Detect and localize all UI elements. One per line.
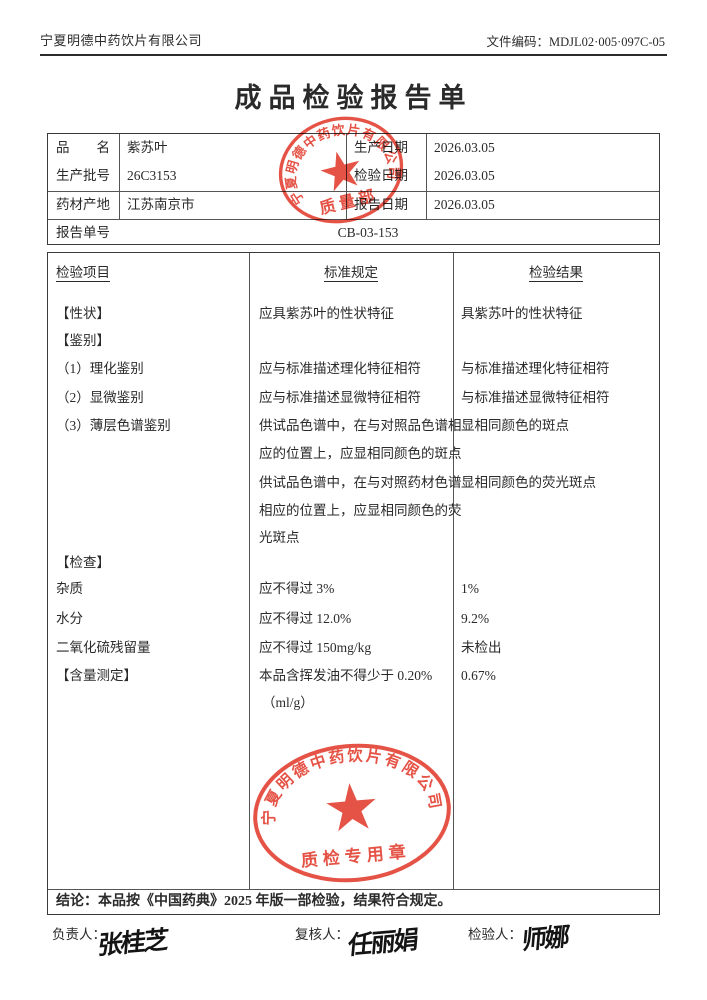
inspector-label: 检验人： <box>468 927 522 942</box>
product-name-value: 紫苏叶 <box>127 140 168 155</box>
reviewer-signature: 任丽娟 <box>346 924 419 961</box>
stamp-seal-text: 质检专用章 <box>300 841 411 871</box>
report-no-value: CB-03-153 <box>337 225 399 240</box>
star-icon <box>320 151 360 192</box>
owner-signature: 张桂芝 <box>96 924 169 961</box>
result-text: 9.2% <box>461 611 490 626</box>
standard-text: 应不得过 3% <box>259 581 335 596</box>
stamp-border <box>253 743 451 883</box>
production-date-value: 2026.03.05 <box>434 140 495 155</box>
batch-no-value: 26C3153 <box>127 168 177 183</box>
item-label: （2）显微鉴别 <box>56 390 144 405</box>
owner-label: 负责人： <box>52 927 106 942</box>
result-text: 与标准描述理化特征相符 <box>461 361 610 376</box>
standard-text: 本品含挥发油不得少于 0.20% <box>259 668 433 683</box>
conclusion-divider <box>48 889 659 890</box>
origin-label: 药材产地 <box>56 197 110 212</box>
doc-code-value: MDJL02·005·097C-05 <box>549 35 665 49</box>
header-rule <box>40 54 667 56</box>
info-divider-1 <box>119 134 120 219</box>
standard-text: 应与标准描述显微特征相符 <box>259 390 421 405</box>
result-text: 0.67% <box>461 668 496 683</box>
item-label: 【鉴别】 <box>56 333 110 348</box>
result-text: 1% <box>461 581 479 596</box>
standard-text: 应具紫苏叶的性状特征 <box>259 306 394 321</box>
origin-value: 江苏南京市 <box>127 197 195 212</box>
signature-row: 负责人： 张桂芝 复核人： 任丽娟 检验人： 师娜 <box>0 915 707 975</box>
standard-text: 相应的位置上，应显相同颜色的荧 <box>259 503 462 518</box>
page-title: 成品检验报告单 <box>234 83 473 113</box>
result-text: 显相同颜色的斑点 <box>461 418 569 433</box>
standard-text: （ml/g） <box>262 695 314 710</box>
standard-text: 应不得过 12.0% <box>259 611 352 626</box>
col-header-result: 检验结果 <box>529 265 583 280</box>
standard-text: 应与标准描述理化特征相符 <box>259 361 421 376</box>
item-label: 二氧化硫残留量 <box>56 640 151 655</box>
info-divider-3 <box>426 134 427 219</box>
inspector-signature: 师娜 <box>520 921 570 956</box>
reviewer-label: 复核人： <box>295 927 349 942</box>
item-label: 水分 <box>56 611 83 626</box>
item-label: 杂质 <box>56 581 83 596</box>
result-text: 与标准描述显微特征相符 <box>461 390 610 405</box>
item-label: 【含量测定】 <box>56 668 137 683</box>
col-header-standard: 标准规定 <box>324 265 378 280</box>
standard-text: 应不得过 150mg/kg <box>259 640 372 655</box>
standard-text: 供试品色谱中，在与对照药材色谱 <box>259 475 462 490</box>
item-label: （3）薄层色谱鉴别 <box>56 418 171 433</box>
result-text: 显相同颜色的荧光斑点 <box>461 475 596 490</box>
item-label: （1）理化鉴别 <box>56 361 144 376</box>
qc-seal-stamp: 宁夏明德中药饮片有限公司 质检专用章 <box>253 740 451 883</box>
standard-text: 光斑点 <box>259 530 300 545</box>
company-name: 宁夏明德中药饮片有限公司 <box>40 33 203 48</box>
star-icon <box>326 783 376 832</box>
col-header-item: 检验项目 <box>56 265 110 280</box>
main-divider-2 <box>453 253 454 889</box>
product-name-label: 品 名 <box>56 140 110 155</box>
item-label: 【检查】 <box>56 555 110 570</box>
report-date-value: 2026.03.05 <box>434 197 495 212</box>
standard-text: 供试品色谱中，在与对照品色谱相 <box>259 418 462 433</box>
main-divider-1 <box>249 253 250 889</box>
info-table: 品 名 紫苏叶 生产日期 2026.03.05 生产批号 26C3153 检验日… <box>47 133 660 245</box>
item-label: 【性状】 <box>56 306 110 321</box>
inspection-table: 检验项目 标准规定 检验结果 【性状】 【鉴别】 （1）理化鉴别 （2）显微鉴别… <box>47 252 660 915</box>
info-hline-1 <box>48 191 659 192</box>
result-text: 具紫苏叶的性状特征 <box>461 306 583 321</box>
inspection-date-value: 2026.03.05 <box>434 168 495 183</box>
doc-code: 文件编码：MDJL02·005·097C-05 <box>487 31 665 50</box>
result-text: 未检出 <box>461 640 502 655</box>
doc-code-label: 文件编码： <box>486 35 550 49</box>
quality-dept-stamp: 宁夏明德中药饮片有限公司 质量部 <box>275 114 405 224</box>
batch-no-label: 生产批号 <box>56 168 110 183</box>
report-no-label: 报告单号 <box>56 225 110 240</box>
standard-text: 应的位置上，应显相同颜色的斑点 <box>259 446 462 461</box>
inspection-date-label: 检验日期 <box>354 168 408 183</box>
stamp-border <box>278 116 404 224</box>
conclusion-text: 结论：本品按《中国药典》2025 年版一部检验，结果符合规定。 <box>56 894 452 909</box>
